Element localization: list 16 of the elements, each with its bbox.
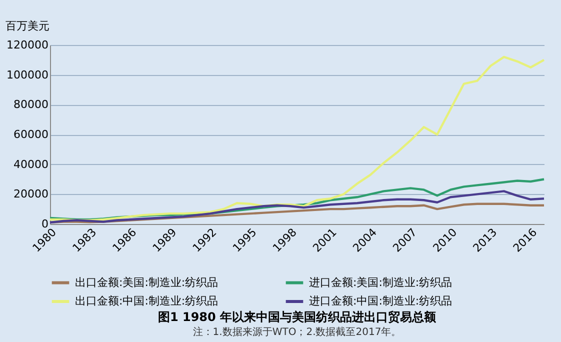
line-series bbox=[48, 56, 546, 222]
y-tick-label: 40000 bbox=[14, 158, 48, 171]
y-tick-label: 120000 bbox=[6, 38, 48, 52]
text: 注：1.数据来源于WTO；2.数据截至2017年。 bbox=[192, 326, 402, 338]
y-tick-label: 80000 bbox=[14, 98, 48, 112]
line-series bbox=[48, 178, 546, 221]
y-axis-title: 百万美元 bbox=[6, 20, 50, 32]
legend-label: 进口金额:中国:制造业:纺织品 bbox=[309, 294, 452, 308]
legend-label: 出口金额:美国:制造业:纺织品 bbox=[75, 276, 218, 289]
text: 图1 1980 年以来中国与美国纺织品进出口贸易总额 bbox=[158, 310, 438, 324]
legend-label: 进口金额:美国:制造业:纺织品 bbox=[309, 276, 452, 289]
y-tick-label: 0 bbox=[42, 218, 48, 230]
y-tick-label: 100000 bbox=[6, 68, 48, 82]
y-tick-label: 60000 bbox=[14, 128, 48, 141]
y-tick-label: 20000 bbox=[14, 188, 48, 201]
legend-label: 出口金额:中国:制造业:纺织品 bbox=[75, 294, 218, 308]
